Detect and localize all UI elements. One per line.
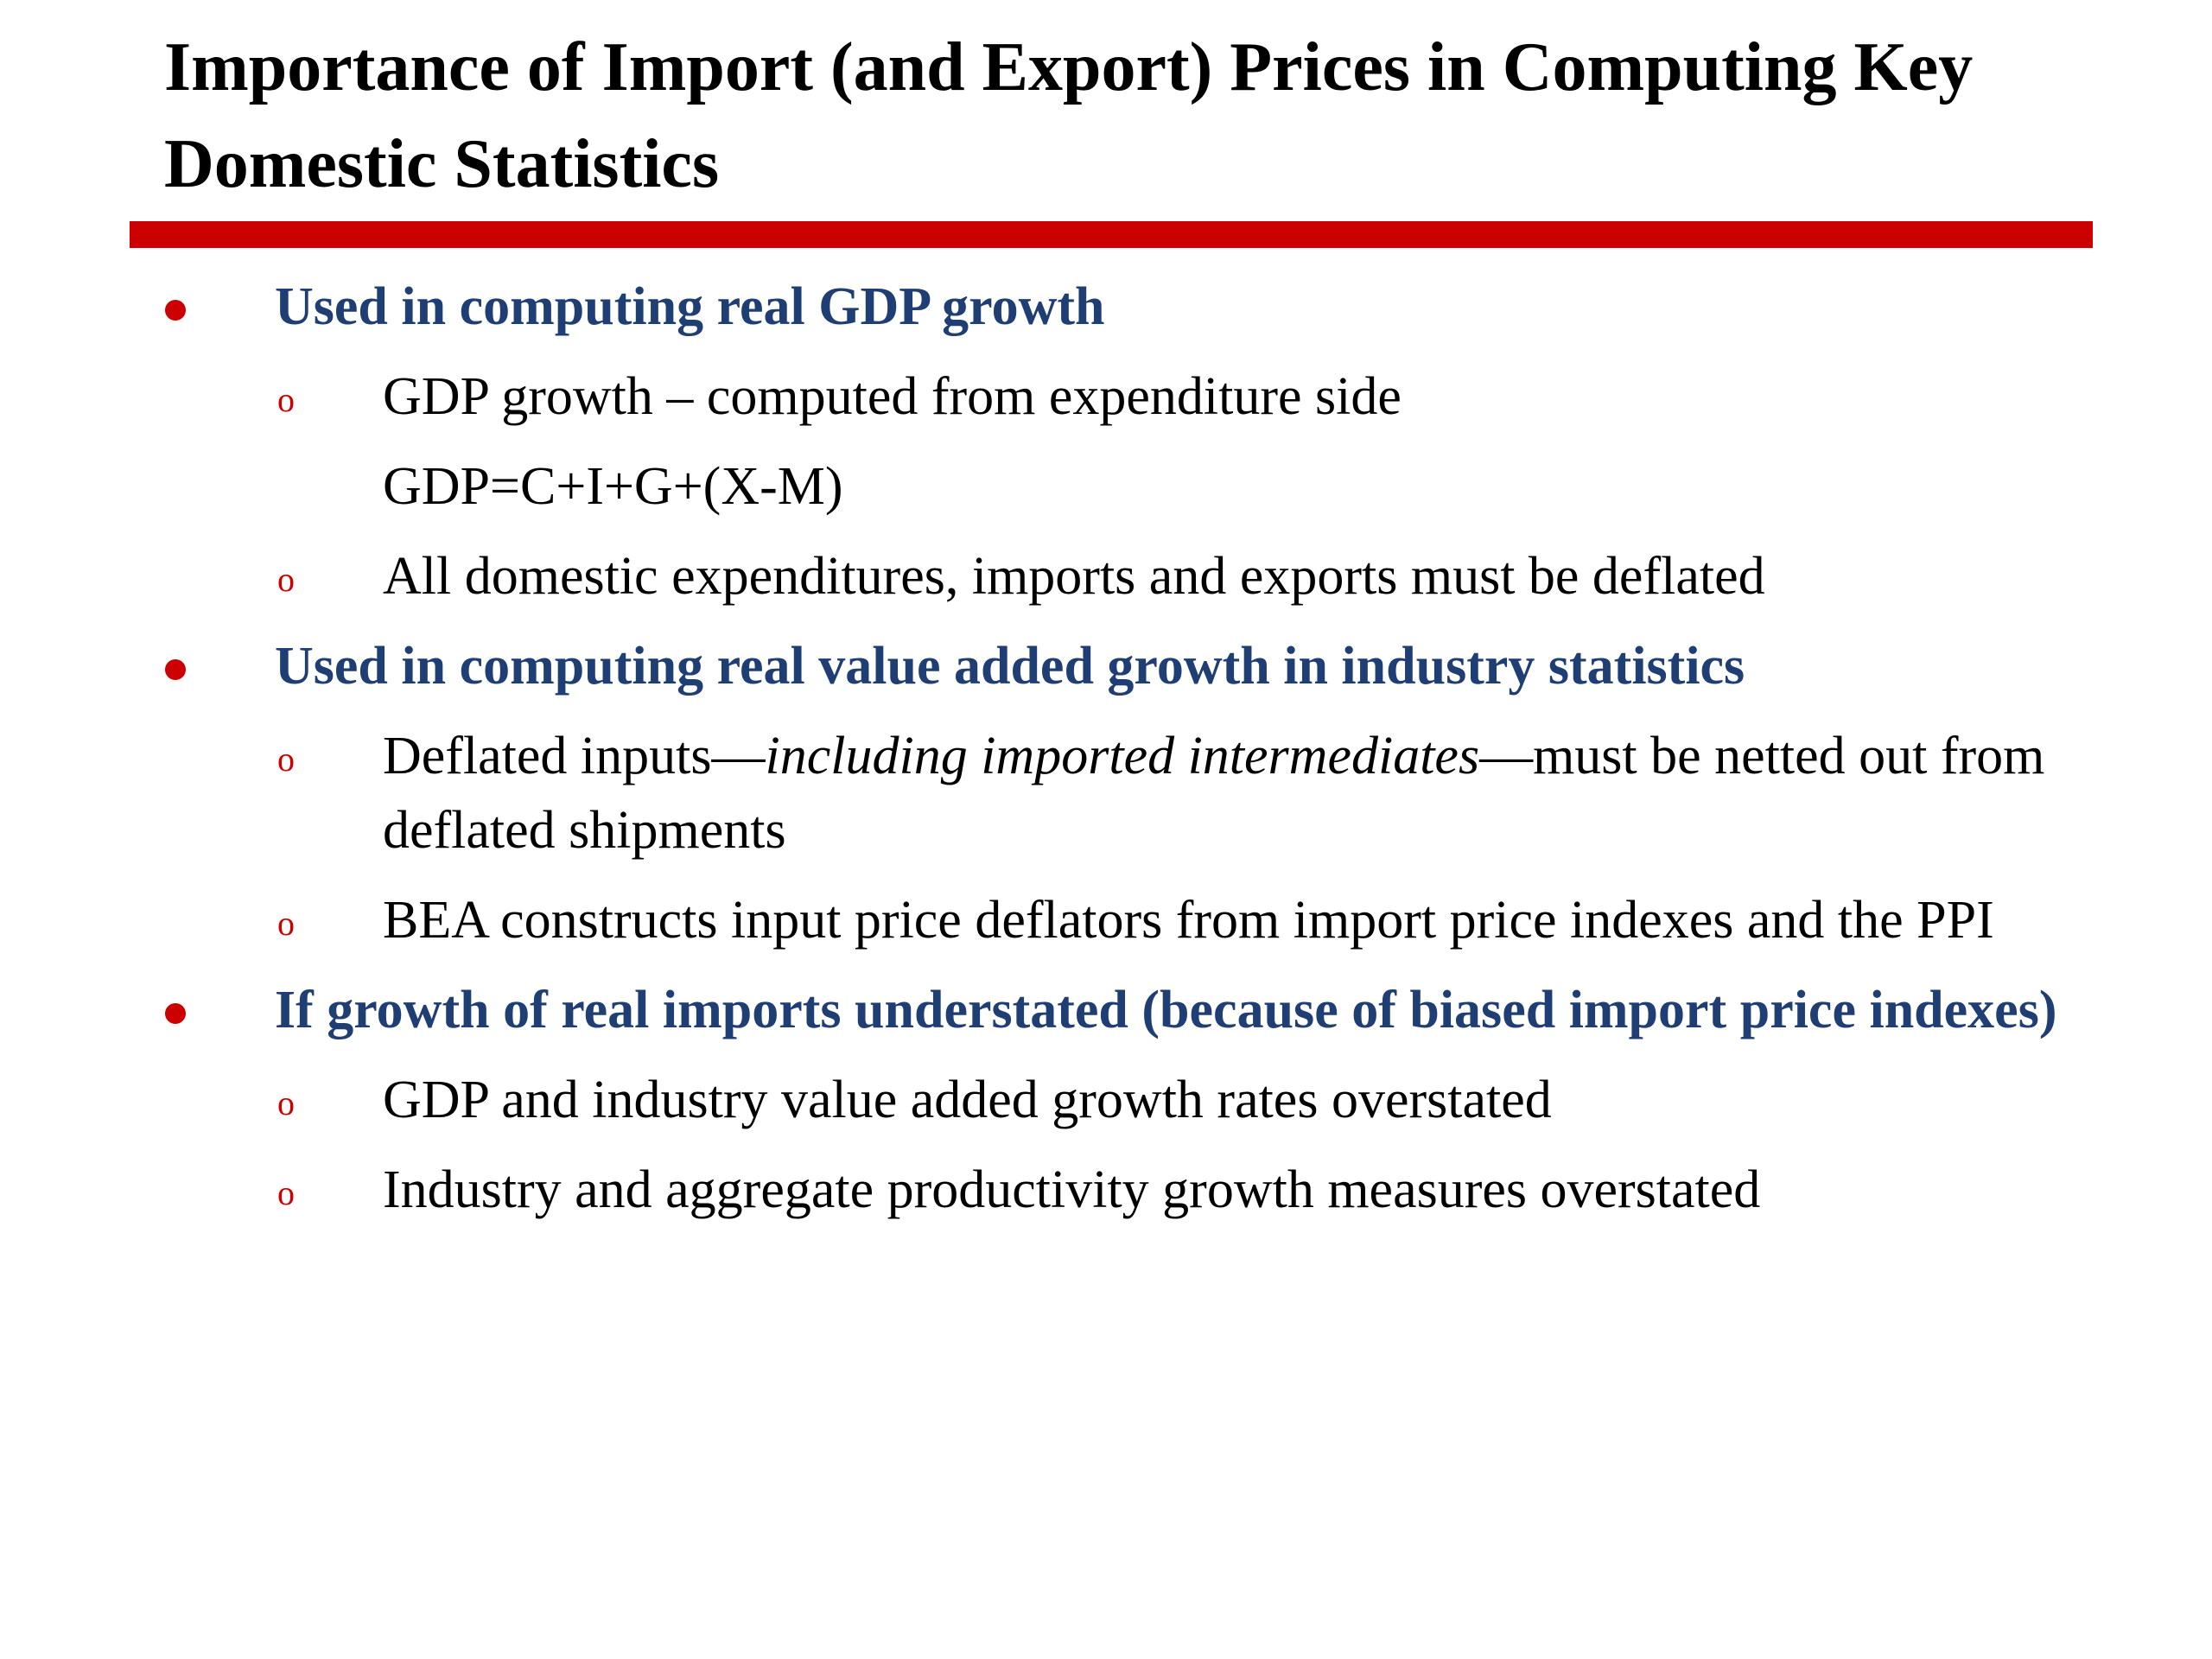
sub-item-text: BEA constructs input price deflators fro… bbox=[383, 891, 1994, 950]
bullet-text: Used in computing real GDP growth bbox=[275, 277, 1105, 336]
bullet-dot-icon bbox=[165, 1003, 186, 1024]
sub-marker-icon: o bbox=[277, 904, 295, 943]
sub-item-text-after: —must be netted out from deflated shipme… bbox=[383, 727, 2045, 860]
sub-marker-icon: o bbox=[277, 1173, 295, 1212]
sub-marker-icon: o bbox=[277, 560, 295, 599]
sub-item-text: Industry and aggregate productivity grow… bbox=[383, 1160, 1761, 1219]
sub-marker-icon: o bbox=[277, 740, 295, 779]
sub-item-deflated-inputs: o Deflated inputs—including imported int… bbox=[0, 719, 2076, 868]
title-divider bbox=[130, 221, 2093, 248]
sub-item-text: GDP and industry value added growth rate… bbox=[383, 1071, 1552, 1129]
sub-item-productivity-overstated: o Industry and aggregate productivity gr… bbox=[0, 1153, 2076, 1227]
gdp-formula: GDP=C+I+G+(X-M) bbox=[383, 457, 843, 516]
bullet-gdp-growth: Used in computing real GDP growth bbox=[0, 270, 2063, 344]
sub-item-expenditure-side: o GDP growth – computed from expenditure… bbox=[0, 359, 2076, 434]
sub-item-gdp-overstated: o GDP and industry value added growth ra… bbox=[0, 1063, 2076, 1137]
sub-marker-icon: o bbox=[277, 1084, 295, 1122]
bullet-value-added: Used in computing real value added growt… bbox=[0, 629, 2063, 703]
bullet-text: Used in computing real value added growt… bbox=[275, 637, 1745, 696]
sub-item-text-italic: including imported intermediates bbox=[765, 727, 1480, 785]
bullet-dot-icon bbox=[165, 300, 186, 321]
sub-item-text: GDP growth – computed from expenditure s… bbox=[383, 367, 1402, 426]
sub-item-bea-deflators: o BEA constructs input price deflators f… bbox=[0, 883, 2076, 957]
sub-item-text-before: Deflated inputs— bbox=[383, 727, 766, 785]
sub-marker-icon: o bbox=[277, 380, 295, 419]
slide-content: Used in computing real GDP growth o GDP … bbox=[0, 270, 2212, 1227]
sub-item-text: All domestic expenditures, imports and e… bbox=[383, 547, 1765, 606]
bullet-imports-understated: If growth of real imports understated (b… bbox=[0, 973, 2063, 1047]
slide-title: Importance of Import (and Export) Prices… bbox=[164, 29, 1974, 202]
bullet-text: If growth of real imports understated (b… bbox=[275, 981, 2057, 1039]
sub-item-deflated: o All domestic expenditures, imports and… bbox=[0, 539, 2076, 613]
bullet-dot-icon bbox=[165, 659, 186, 680]
